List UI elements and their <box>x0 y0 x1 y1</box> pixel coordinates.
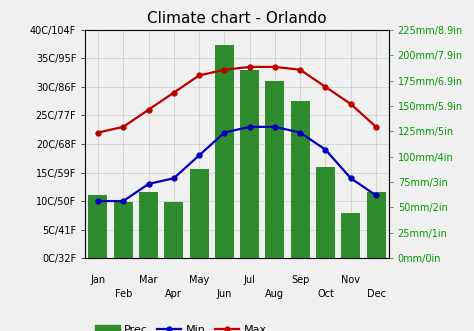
Bar <box>265 80 284 258</box>
Text: Aug: Aug <box>265 289 284 299</box>
Bar <box>291 101 310 258</box>
Text: Jan: Jan <box>91 275 106 285</box>
Bar <box>89 195 108 258</box>
Bar <box>164 202 183 258</box>
Text: Apr: Apr <box>165 289 182 299</box>
Text: Jul: Jul <box>244 275 255 285</box>
Text: Sep: Sep <box>291 275 310 285</box>
Text: Oct: Oct <box>317 289 334 299</box>
Legend: Prec, Min, Max: Prec, Min, Max <box>91 320 271 331</box>
Bar <box>366 192 385 258</box>
Bar <box>114 202 133 258</box>
Bar <box>240 71 259 258</box>
Title: Climate chart - Orlando: Climate chart - Orlando <box>147 11 327 26</box>
Bar <box>316 167 335 258</box>
Bar <box>215 45 234 258</box>
Bar <box>190 169 209 258</box>
Bar <box>139 192 158 258</box>
Text: Feb: Feb <box>115 289 132 299</box>
Text: Nov: Nov <box>341 275 360 285</box>
Bar <box>341 213 360 258</box>
Text: Jun: Jun <box>217 289 232 299</box>
Text: Mar: Mar <box>139 275 158 285</box>
Text: Dec: Dec <box>366 289 385 299</box>
Text: May: May <box>189 275 209 285</box>
